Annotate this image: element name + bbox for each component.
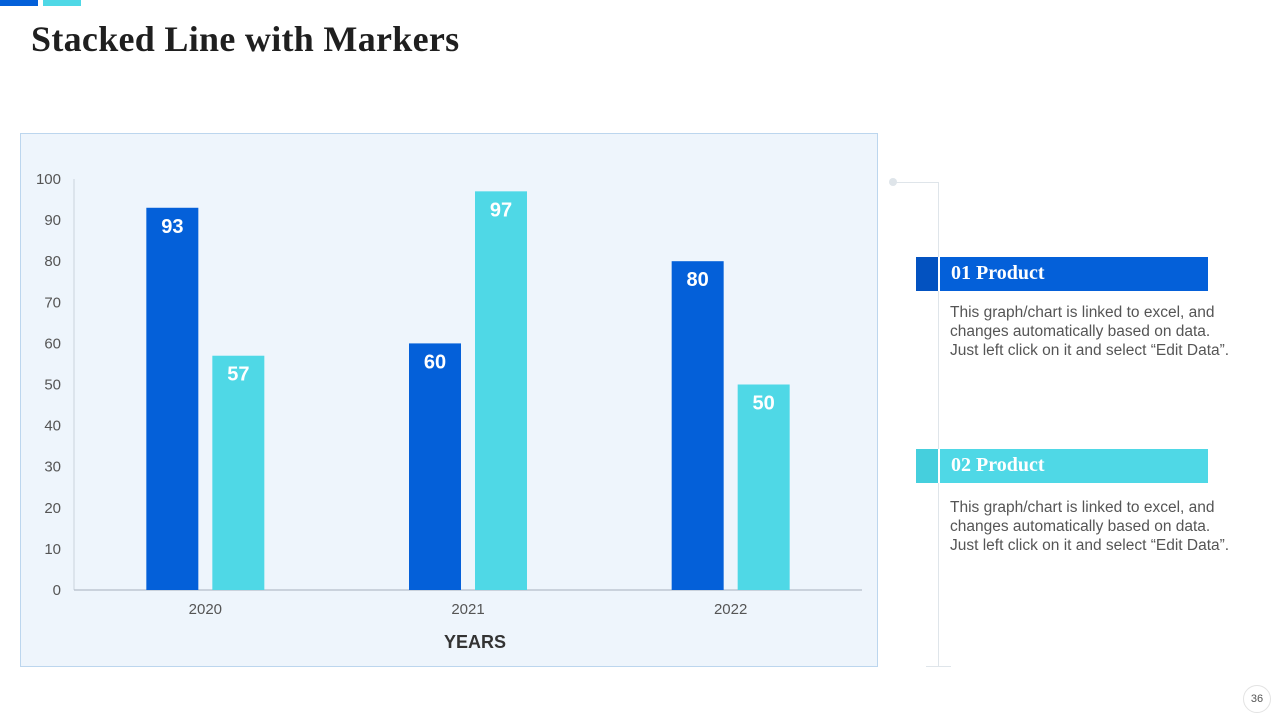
bar-2020-series-2 [212, 355, 265, 590]
timeline-line [938, 182, 939, 666]
x-tick-label: 2022 [714, 601, 747, 618]
x-axis-title: YEARS [444, 632, 506, 652]
timeline-connector [893, 182, 939, 183]
y-tick-label: 10 [44, 541, 61, 558]
y-tick-label: 50 [44, 377, 61, 394]
bar-2021-series-2 [475, 191, 527, 590]
y-tick-label: 70 [44, 294, 61, 311]
y-tick-label: 80 [44, 253, 61, 270]
product-1-header-edge [916, 257, 940, 291]
y-tick-label: 60 [44, 335, 61, 352]
product-1-description: This graph/chart is linked to excel, and… [950, 304, 1230, 359]
y-tick-label: 100 [36, 171, 61, 188]
data-label-2021-series-1: 60 [424, 351, 446, 373]
accent-bar-blue [0, 0, 38, 6]
data-label-2021-series-2: 97 [490, 199, 512, 221]
chart-panel: 0 10 20 30 40 50 60 70 80 90 100 93 57 2020 60 97 2021 80… [20, 133, 878, 667]
bar-chart: 0 10 20 30 40 50 60 70 80 90 100 93 57 2020 60 97 2021 80… [36, 171, 862, 652]
bar-2022-series-2 [737, 384, 790, 590]
y-tick-label: 90 [44, 212, 61, 229]
data-label-2020-series-1: 93 [161, 216, 183, 238]
y-tick-label: 30 [44, 459, 61, 476]
bar-2022-series-1 [671, 261, 724, 590]
timeline-end [926, 666, 951, 667]
data-label-2020-series-2: 57 [227, 364, 249, 386]
x-tick-label: 2020 [189, 601, 222, 618]
y-tick-label: 40 [44, 418, 61, 435]
page-title: Stacked Line with Markers [31, 19, 460, 59]
bar-2021-series-1 [409, 343, 461, 590]
product-1-header: 01 Product [916, 257, 1208, 291]
product-2-header-edge [916, 449, 940, 483]
data-label-2022-series-2: 50 [753, 393, 775, 415]
y-tick-label: 20 [44, 500, 61, 517]
product-2-description: This graph/chart is linked to excel, and… [950, 499, 1230, 554]
bar-2020-series-1 [146, 207, 199, 590]
accent-bar-cyan [43, 0, 81, 6]
product-1-label: 01 Product [951, 262, 1045, 284]
product-2-header: 02 Product [916, 449, 1208, 483]
y-tick-label: 0 [53, 582, 61, 599]
product-2-label: 02 Product [951, 454, 1045, 476]
data-label-2022-series-1: 80 [687, 269, 709, 291]
x-tick-label: 2021 [451, 601, 484, 618]
page-number: 36 [1243, 685, 1271, 713]
